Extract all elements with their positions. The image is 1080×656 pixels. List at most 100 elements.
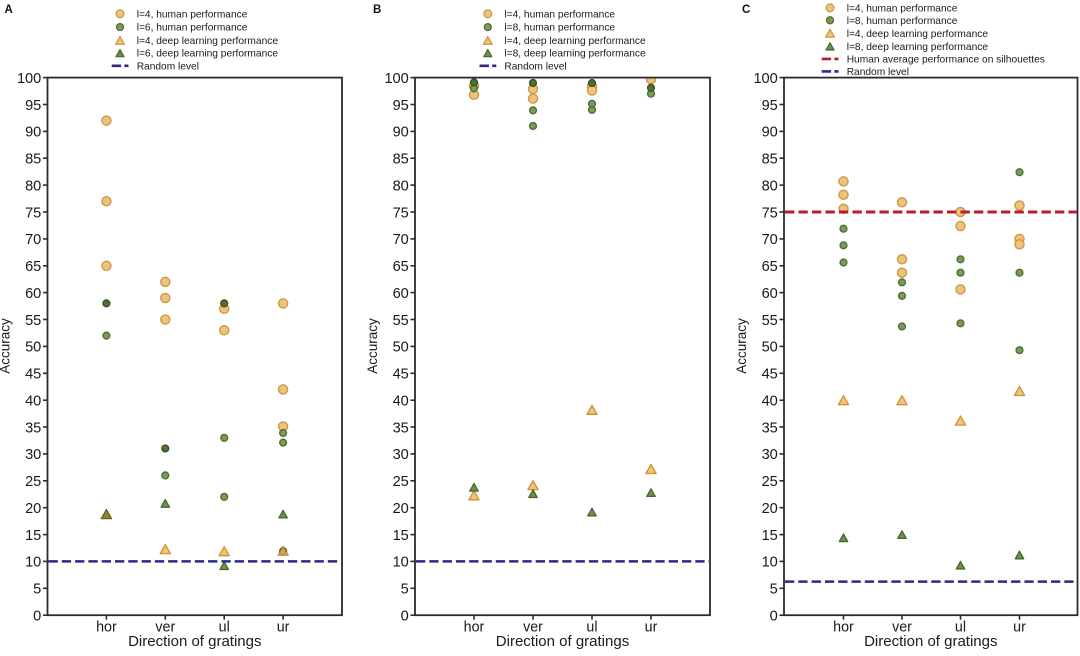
svg-text:75: 75 [393, 205, 409, 221]
svg-text:10: 10 [25, 555, 41, 571]
svg-text:85: 85 [762, 152, 778, 168]
svg-text:20: 20 [25, 501, 41, 517]
svg-text:10: 10 [762, 555, 778, 571]
svg-text:ul: ul [955, 620, 966, 636]
svg-text:C: C [742, 4, 750, 16]
svg-text:65: 65 [393, 259, 409, 275]
svg-text:l=8, human performance: l=8, human performance [847, 16, 958, 27]
svg-text:30: 30 [393, 447, 409, 463]
svg-text:Human average performance on s: Human average performance on silhouettes [847, 55, 1045, 66]
svg-text:l=4, human performance: l=4, human performance [137, 9, 248, 20]
svg-text:55: 55 [393, 313, 409, 329]
svg-text:85: 85 [393, 152, 409, 168]
svg-text:95: 95 [762, 98, 778, 114]
svg-text:l=8, deep learning performance: l=8, deep learning performance [504, 49, 646, 60]
svg-text:90: 90 [393, 125, 409, 141]
svg-text:l=4, human performance: l=4, human performance [847, 3, 958, 14]
svg-text:25: 25 [762, 474, 778, 490]
svg-text:60: 60 [393, 286, 409, 302]
svg-text:15: 15 [393, 528, 409, 544]
svg-text:50: 50 [25, 340, 41, 356]
svg-text:30: 30 [25, 447, 41, 463]
svg-text:100: 100 [753, 71, 777, 87]
svg-text:Accuracy: Accuracy [734, 318, 749, 374]
svg-text:35: 35 [393, 420, 409, 436]
svg-text:hor: hor [96, 620, 117, 636]
svg-text:Direction of gratings: Direction of gratings [864, 633, 997, 650]
svg-text:ver: ver [523, 620, 543, 636]
svg-text:ver: ver [892, 620, 912, 636]
svg-text:100: 100 [384, 71, 408, 87]
svg-text:90: 90 [762, 125, 778, 141]
svg-text:ur: ur [277, 620, 290, 636]
svg-text:35: 35 [762, 420, 778, 436]
svg-text:20: 20 [393, 501, 409, 517]
svg-text:60: 60 [25, 286, 41, 302]
svg-text:hor: hor [464, 620, 485, 636]
svg-text:l=4, deep learning performance: l=4, deep learning performance [847, 29, 989, 40]
svg-text:Random level: Random level [504, 61, 566, 72]
svg-text:75: 75 [25, 205, 41, 221]
svg-text:65: 65 [25, 259, 41, 275]
svg-text:80: 80 [25, 178, 41, 194]
svg-text:55: 55 [25, 313, 41, 329]
svg-text:0: 0 [33, 609, 41, 625]
svg-text:0: 0 [401, 609, 409, 625]
svg-text:85: 85 [25, 152, 41, 168]
svg-text:hor: hor [833, 620, 854, 636]
svg-text:Accuracy: Accuracy [0, 318, 13, 374]
svg-text:A: A [5, 4, 13, 16]
svg-text:100: 100 [17, 71, 41, 87]
svg-text:B: B [373, 4, 381, 16]
svg-text:90: 90 [25, 125, 41, 141]
svg-text:l=4, human performance: l=4, human performance [504, 9, 615, 20]
svg-text:55: 55 [762, 313, 778, 329]
svg-text:20: 20 [762, 501, 778, 517]
svg-text:Direction of gratings: Direction of gratings [496, 633, 629, 650]
svg-text:95: 95 [25, 98, 41, 114]
svg-text:40: 40 [393, 394, 409, 410]
svg-text:5: 5 [401, 582, 409, 598]
svg-text:45: 45 [393, 367, 409, 383]
svg-text:70: 70 [762, 232, 778, 248]
svg-text:l=6, human performance: l=6, human performance [137, 23, 248, 34]
svg-text:80: 80 [762, 178, 778, 194]
svg-text:l=4, deep learning performance: l=4, deep learning performance [137, 36, 279, 47]
svg-text:50: 50 [762, 340, 778, 356]
svg-text:ur: ur [1013, 620, 1026, 636]
svg-text:ur: ur [645, 620, 658, 636]
svg-text:Random level: Random level [847, 67, 909, 78]
svg-text:35: 35 [25, 420, 41, 436]
svg-text:30: 30 [762, 447, 778, 463]
svg-text:ver: ver [155, 620, 175, 636]
svg-text:ul: ul [586, 620, 597, 636]
svg-text:60: 60 [762, 286, 778, 302]
svg-text:40: 40 [762, 394, 778, 410]
svg-text:45: 45 [25, 367, 41, 383]
svg-text:25: 25 [393, 474, 409, 490]
svg-text:95: 95 [393, 98, 409, 114]
svg-text:Random level: Random level [137, 61, 199, 72]
svg-text:40: 40 [25, 394, 41, 410]
svg-text:15: 15 [762, 528, 778, 544]
svg-text:70: 70 [25, 232, 41, 248]
svg-text:80: 80 [393, 178, 409, 194]
svg-text:l=8, human performance: l=8, human performance [504, 23, 615, 34]
svg-text:l=4, deep learning performance: l=4, deep learning performance [504, 36, 646, 47]
svg-text:65: 65 [762, 259, 778, 275]
svg-text:50: 50 [393, 340, 409, 356]
svg-text:5: 5 [770, 582, 778, 598]
svg-text:10: 10 [393, 555, 409, 571]
svg-text:l=6, deep learning performance: l=6, deep learning performance [137, 49, 279, 60]
svg-text:Accuracy: Accuracy [365, 318, 380, 374]
svg-text:5: 5 [33, 582, 41, 598]
svg-text:15: 15 [25, 528, 41, 544]
svg-text:Direction of gratings: Direction of gratings [128, 633, 261, 650]
svg-text:70: 70 [393, 232, 409, 248]
svg-text:0: 0 [770, 609, 778, 625]
svg-text:75: 75 [762, 205, 778, 221]
svg-text:45: 45 [762, 367, 778, 383]
svg-text:l=8, deep learning performance: l=8, deep learning performance [847, 42, 989, 53]
svg-text:ul: ul [219, 620, 230, 636]
svg-text:25: 25 [25, 474, 41, 490]
